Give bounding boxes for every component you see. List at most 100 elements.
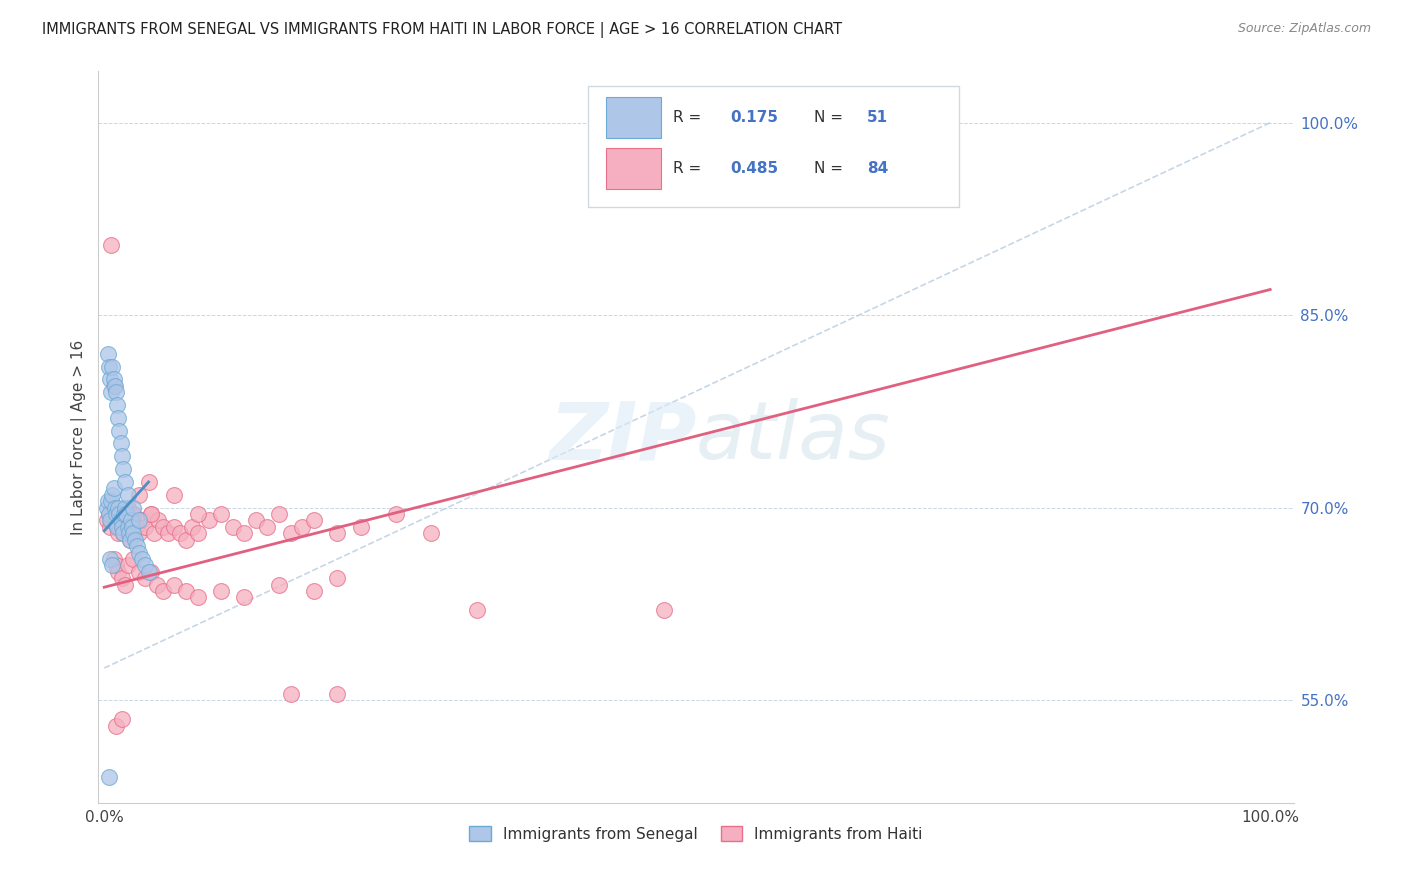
Text: N =: N = [814,110,848,125]
Point [107,526,129,541]
Point [122,552,145,566]
Point [97,346,120,360]
Point [101,507,124,521]
Point [269,507,291,521]
Point [163,520,186,534]
Point [120,514,142,528]
Point [180,520,202,534]
Point [233,526,256,541]
Point [198,514,221,528]
Point [122,507,145,521]
Point [117,558,139,573]
Point [96,514,118,528]
Point [138,475,160,489]
Point [110,436,132,450]
Point [103,552,125,566]
Point [269,577,291,591]
Point [122,526,145,541]
Point [121,520,143,534]
Point [169,526,191,541]
Point [100,237,122,252]
Text: N =: N = [814,161,848,176]
Point [125,520,148,534]
Point [291,520,314,534]
Point [108,520,131,534]
Point [134,520,156,534]
Point [100,514,122,528]
Point [131,552,153,566]
Point [134,558,156,573]
Point [326,687,349,701]
Point [104,507,127,521]
Point [97,359,120,374]
Point [98,552,121,566]
Point [209,584,232,599]
Point [145,577,167,591]
Point [112,507,135,521]
Point [186,507,208,521]
Point [121,526,143,541]
Point [163,488,186,502]
Point [103,500,125,515]
Point [163,577,186,591]
Point [98,514,121,528]
Point [117,526,139,541]
Point [104,378,127,392]
Text: 84: 84 [868,161,889,176]
Point [104,500,127,515]
Y-axis label: In Labor Force | Age > 16: In Labor Force | Age > 16 [72,340,87,534]
Point [115,520,138,534]
Point [111,462,134,476]
Point [107,565,129,579]
Point [114,577,136,591]
Text: IMMIGRANTS FROM SENEGAL VS IMMIGRANTS FROM HAITI IN LABOR FORCE | AGE > 16 CORRE: IMMIGRANTS FROM SENEGAL VS IMMIGRANTS FR… [42,22,842,38]
Point [122,507,145,521]
Point [256,520,278,534]
Point [138,565,160,579]
Point [128,565,150,579]
Point [134,571,156,585]
Point [97,494,120,508]
Point [104,719,127,733]
Point [384,507,406,521]
Point [128,488,150,502]
Point [139,507,162,521]
Point [101,488,124,502]
Point [128,514,150,528]
Point [122,500,145,515]
Text: 0.485: 0.485 [731,161,779,176]
Point [111,526,134,541]
Point [326,526,349,541]
Text: 51: 51 [868,110,889,125]
Point [105,520,128,534]
Point [108,507,131,521]
Point [105,520,128,534]
Point [157,526,180,541]
Point [98,520,121,534]
Point [114,475,136,489]
Point [174,584,197,599]
Point [326,571,349,585]
Point [143,526,166,541]
Point [186,526,208,541]
Point [107,500,129,515]
Point [103,372,125,386]
Point [221,520,243,534]
Point [419,526,441,541]
Point [97,507,120,521]
FancyBboxPatch shape [606,97,661,138]
Point [125,539,148,553]
Point [111,520,134,534]
Point [115,507,138,521]
Point [280,687,302,701]
Point [110,514,132,528]
Point [302,584,325,599]
Point [350,520,373,534]
Point [209,507,232,521]
Point [128,545,150,559]
Text: Source: ZipAtlas.com: Source: ZipAtlas.com [1237,22,1371,36]
Point [97,507,120,521]
Point [152,584,174,599]
Point [152,520,174,534]
Text: atlas: atlas [696,398,891,476]
